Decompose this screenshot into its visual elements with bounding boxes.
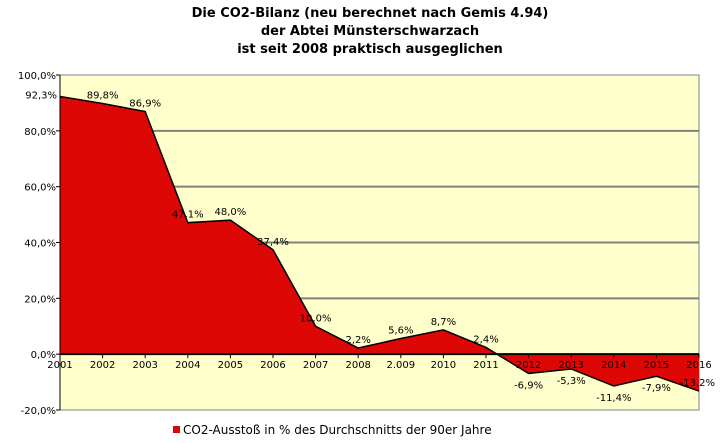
data-label: 89,8% <box>87 90 119 101</box>
x-tick-label: 2010 <box>431 360 456 371</box>
area-series <box>60 96 699 392</box>
x-tick-label: 2008 <box>345 360 370 371</box>
data-label: 48,0% <box>215 207 247 218</box>
x-tick-label: 2015 <box>644 360 669 371</box>
x-tick-label: 2001 <box>47 360 72 371</box>
data-label: -7,9% <box>642 383 671 394</box>
y-tick-label: 40,0% <box>24 239 56 250</box>
x-tick-label: 2012 <box>516 360 541 371</box>
data-label: 10,0% <box>300 313 332 324</box>
y-tick-label: -20,0% <box>21 406 56 417</box>
x-tick-label: 2011 <box>473 360 498 371</box>
legend-label: CO2-Ausstoß in % des Durchschnitts der 9… <box>183 423 492 437</box>
data-label: 2,2% <box>345 335 370 346</box>
y-tick-label: 100,0% <box>18 71 56 82</box>
data-label: -13,2% <box>680 378 715 389</box>
data-label: 8,7% <box>431 317 456 328</box>
data-label: 5,6% <box>388 326 413 337</box>
x-tick-label: 2016 <box>686 360 711 371</box>
x-tick-label: 2005 <box>218 360 243 371</box>
data-label: 2,4% <box>473 334 498 345</box>
y-tick-label: 60,0% <box>24 183 56 194</box>
title-line: ist seit 2008 praktisch ausgeglichen <box>237 42 503 57</box>
title-line: Die CO2-Bilanz (neu berechnet nach Gemis… <box>192 6 549 21</box>
x-tick-label: 2006 <box>260 360 285 371</box>
x-tick-label: 2003 <box>132 360 157 371</box>
data-label: -5,3% <box>557 376 586 387</box>
x-tick-label: 2004 <box>175 360 200 371</box>
data-label: 37,4% <box>257 237 289 248</box>
data-label: 47,1% <box>172 210 204 221</box>
y-tick-label: 80,0% <box>24 127 56 138</box>
series-outline <box>59 95 700 392</box>
legend: CO2-Ausstoß in % des Durchschnitts der 9… <box>173 423 492 437</box>
title-line: der Abtei Münsterschwarzach <box>261 24 479 39</box>
x-tick-label: 2014 <box>601 360 626 371</box>
data-label: 86,9% <box>129 99 161 110</box>
x-tick-label: 2.009 <box>386 360 415 371</box>
data-label: -6,9% <box>514 380 543 391</box>
x-tick-label: 2002 <box>90 360 115 371</box>
chart-title: Die CO2-Bilanz (neu berechnet nach Gemis… <box>192 6 549 57</box>
y-tick-label: 0,0% <box>31 350 56 361</box>
legend-swatch <box>173 426 180 433</box>
x-tick-label: 2007 <box>303 360 328 371</box>
data-label: 92,3% <box>25 90 57 101</box>
x-tick-label: 2013 <box>558 360 583 371</box>
y-tick-label: 20,0% <box>24 294 56 305</box>
data-label: -11,4% <box>596 393 631 404</box>
